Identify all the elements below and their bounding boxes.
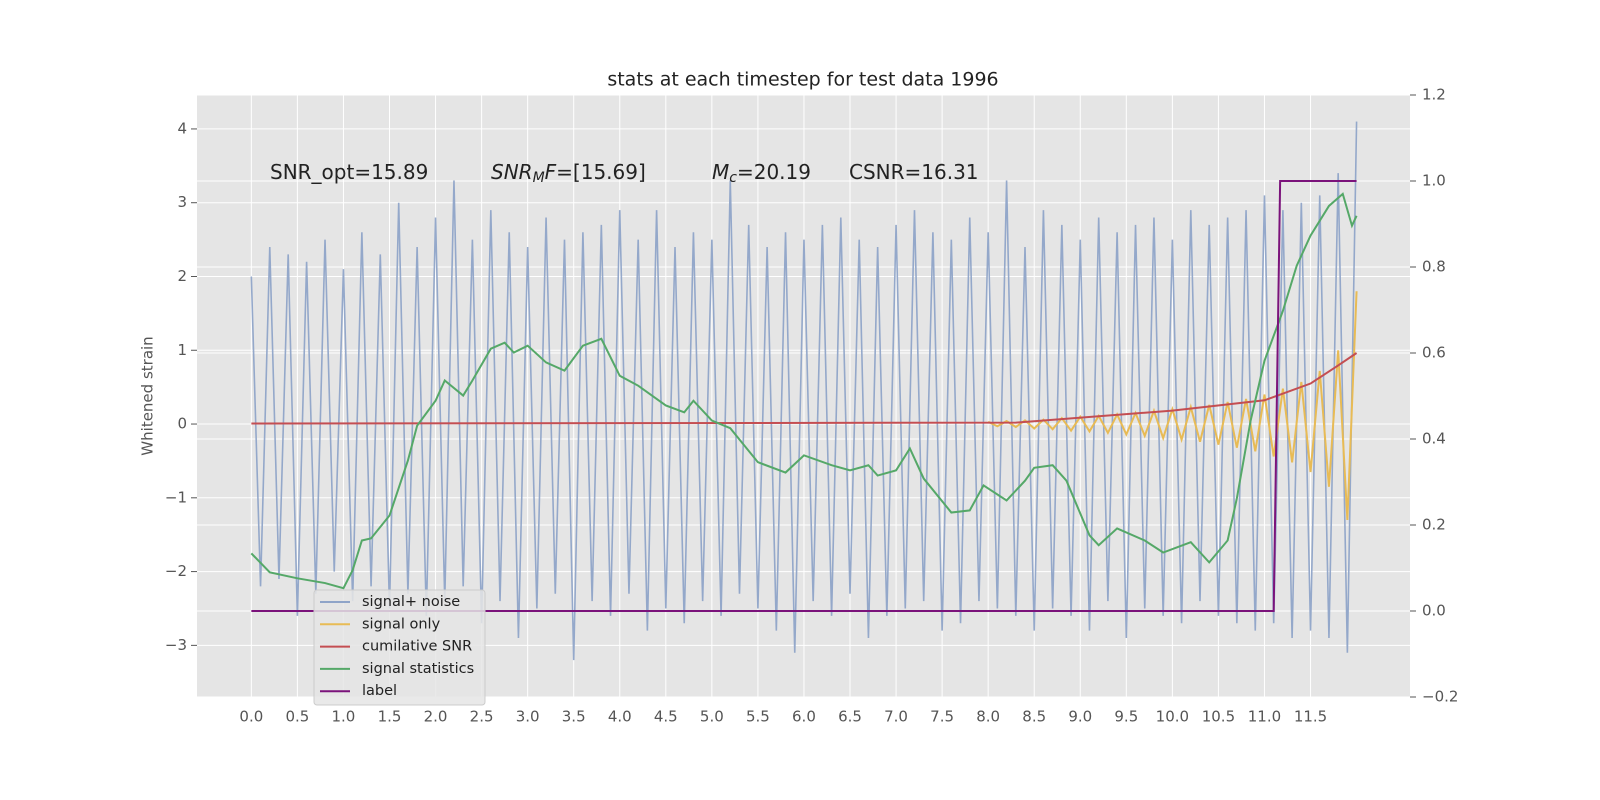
- x-tick-label: 7.0: [884, 708, 908, 726]
- series-line: [987, 291, 1358, 520]
- x-tick-label: 3.5: [562, 708, 586, 726]
- x-tick-label: 4.5: [654, 708, 678, 726]
- y-tick-label: 4: [177, 119, 187, 137]
- series-line: [250, 121, 1358, 661]
- annotation: SNRMF=[15.69]: [491, 160, 646, 187]
- x-tick-label: 3.0: [516, 708, 540, 726]
- y-tick-label: 2: [177, 267, 187, 285]
- x-tick-label: 1.0: [332, 708, 356, 726]
- x-tick-label: 8.5: [1022, 708, 1046, 726]
- y2-tick-label: −0.2: [1422, 688, 1458, 706]
- x-tick-label: 9.0: [1068, 708, 1092, 726]
- legend-label: signal statistics: [362, 661, 474, 677]
- legend-label: label: [362, 683, 397, 699]
- y-tick-label: −2: [165, 562, 187, 580]
- annotation-part: CSNR=16.31: [849, 160, 979, 184]
- y-tick-label: 0: [177, 415, 187, 433]
- x-tick-label: 2.0: [424, 708, 448, 726]
- x-tick-label: 6.5: [838, 708, 862, 726]
- legend-label: signal only: [362, 616, 441, 632]
- x-tick-label: 11.0: [1248, 708, 1281, 726]
- legend-label: cumilative SNR: [362, 639, 472, 655]
- x-tick-label: 10.5: [1202, 708, 1235, 726]
- annotation-part: c: [729, 170, 737, 186]
- x-tick-label: 0.5: [285, 708, 309, 726]
- y-axis-label: Whitened strain: [139, 336, 157, 455]
- series-line: [250, 192, 1358, 590]
- legend-label: signal+ noise: [362, 594, 460, 610]
- x-tick-label: 4.0: [608, 708, 632, 726]
- y-tick-label: 1: [177, 341, 187, 359]
- y2-tick-label: 0.8: [1422, 258, 1446, 276]
- x-tick-label: 7.5: [930, 708, 954, 726]
- y-tick-label: −1: [165, 488, 187, 506]
- x-tick-label: 2.5: [470, 708, 494, 726]
- x-tick-label: 5.5: [746, 708, 770, 726]
- annotation: CSNR=16.31: [849, 160, 979, 184]
- annotation-part: M: [533, 170, 545, 186]
- annotation-part: =[15.69]: [556, 160, 646, 184]
- y-tick-label: −3: [165, 636, 187, 654]
- x-tick-label: 5.0: [700, 708, 724, 726]
- y2-tick-label: 0.6: [1422, 344, 1446, 362]
- x-tick-label: 10.0: [1156, 708, 1189, 726]
- annotation-part: F: [545, 160, 557, 184]
- y-tick-label: 3: [177, 193, 187, 211]
- y2-tick-label: 0.2: [1422, 516, 1446, 534]
- x-tick-label: 11.5: [1294, 708, 1327, 726]
- x-tick-label: 8.0: [976, 708, 1000, 726]
- chart-title: stats at each timestep for test data 199…: [607, 69, 998, 91]
- x-tick-label: 6.0: [792, 708, 816, 726]
- annotation-part: SNR: [491, 160, 533, 184]
- legend-box: [313, 589, 486, 706]
- series-line: [251, 180, 1357, 612]
- annotation-part: SNR_opt=15.89: [270, 160, 428, 184]
- annotation: SNR_opt=15.89: [270, 160, 428, 184]
- x-tick-label: 1.5: [378, 708, 402, 726]
- annotation: Mc=20.19: [712, 160, 811, 187]
- y2-tick-label: 1.0: [1422, 172, 1446, 190]
- y2-tick-label: 0.0: [1422, 602, 1446, 620]
- x-tick-label: 0.0: [239, 708, 263, 726]
- x-tick-label: 9.5: [1114, 708, 1138, 726]
- series-line: [251, 352, 1358, 425]
- annotation-part: M: [712, 160, 729, 184]
- y2-tick-label: 1.2: [1422, 86, 1446, 104]
- y2-tick-label: 0.4: [1422, 430, 1446, 448]
- annotation-part: =20.19: [737, 160, 811, 184]
